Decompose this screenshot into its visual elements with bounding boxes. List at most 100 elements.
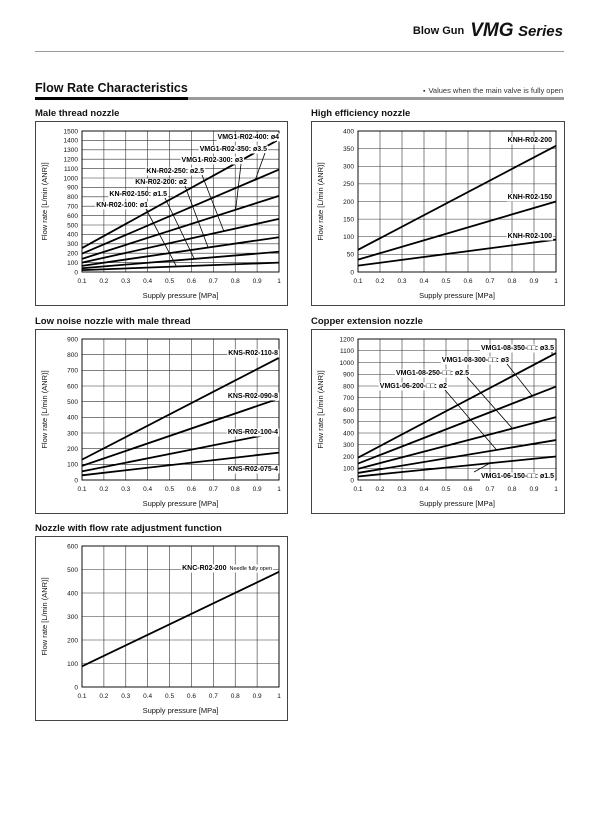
y-tick-label: 400 [67, 590, 78, 597]
series-label: VMG1-06-200-□□: ø2 [380, 383, 447, 390]
y-tick-label: 1000 [340, 360, 355, 367]
y-tick-label: 400 [67, 232, 78, 239]
y-axis-title: Flow rate [L/min (ANR)] [316, 370, 325, 448]
y-tick-label: 350 [343, 146, 354, 153]
x-tick-label: 0.2 [375, 486, 384, 493]
series-label-bg [506, 193, 554, 202]
y-tick-label: 150 [343, 216, 354, 223]
x-axis-title: Supply pressure [MPa] [143, 499, 219, 508]
y-tick-label: 200 [67, 637, 78, 644]
y-axis-title: Flow rate [L/min (ANR)] [40, 370, 49, 448]
section-rule [35, 97, 564, 100]
plot-frame [81, 545, 280, 688]
y-tick-label: 1400 [64, 138, 79, 145]
x-tick-label: 0.5 [441, 278, 450, 285]
label-leader [164, 197, 195, 260]
chart-low-noise: 0.1 0.2 0.3 0.4 0.5 0.6 0.7 0.8 0.9 1 0 100 200 300 40… [40, 336, 281, 508]
series-label-bg [440, 356, 511, 365]
y-tick-label: 700 [67, 204, 78, 211]
x-axis-title: Supply pressure [MPa] [419, 291, 495, 300]
series-label: KN-R02-100: ø1 [96, 202, 148, 209]
plot-frame [357, 338, 557, 481]
x-tick-label: 0.2 [99, 278, 108, 285]
series-label-bg [378, 382, 449, 391]
x-tick-label: 1 [277, 693, 281, 700]
series-line [357, 416, 557, 470]
section-title: Flow Rate Characteristics [35, 81, 188, 95]
series-label-bg [227, 349, 280, 358]
label-leader [274, 140, 278, 143]
y-tick-label: 100 [343, 466, 354, 473]
y-tick-label: 600 [343, 407, 354, 414]
x-axis-title: Supply pressure [MPa] [143, 706, 219, 715]
series-label-bg [216, 133, 281, 142]
x-tick-label: 0.8 [231, 278, 240, 285]
x-tick-label: 0.6 [463, 278, 472, 285]
chart-panel-low-noise: 0.1 0.2 0.3 0.4 0.5 0.6 0.7 0.8 0.9 1 0 100 200 300 40… [35, 329, 288, 514]
label-leader [184, 185, 209, 248]
series-label: KN-R02-200: ø2 [135, 179, 187, 186]
x-tick-label: 0.2 [99, 486, 108, 493]
x-tick-label: 1 [277, 486, 281, 493]
series-label-bg [479, 344, 556, 353]
y-tick-label: 400 [343, 128, 354, 135]
series-label-bg [226, 428, 280, 437]
x-tick-label: 0.4 [419, 486, 428, 493]
x-tick-label: 0.8 [507, 486, 516, 493]
chart-panel-male-thread: 0.1 0.2 0.3 0.4 0.5 0.6 0.7 0.8 0.9 1 0 100 200 300 40… [35, 121, 288, 306]
series-line [81, 195, 280, 260]
x-tick-label: 1 [277, 278, 281, 285]
chart-panel-flow-adjust: 0.1 0.2 0.3 0.4 0.5 0.6 0.7 0.8 0.9 1 0 100 200 300 40… [35, 536, 288, 721]
series-line [81, 168, 280, 255]
note-bullet-icon: ▪ [422, 88, 426, 95]
label-leader [254, 152, 266, 180]
y-tick-label: 0 [350, 477, 354, 484]
series-label: KNS-R02-090-8 [228, 393, 278, 400]
x-tick-label: 0.7 [209, 486, 218, 493]
grid [81, 130, 280, 273]
chart-flow-adjust: 0.1 0.2 0.3 0.4 0.5 0.6 0.7 0.8 0.9 1 0 100 200 300 40… [40, 543, 281, 715]
page-header: Blow Gun VMG Series [413, 20, 563, 42]
x-tick-label: 0.9 [253, 693, 262, 700]
y-tick-label: 600 [67, 213, 78, 220]
y-axis-title: Flow rate [L/min (ANR)] [40, 577, 49, 655]
y-tick-label: 300 [343, 442, 354, 449]
chart-title-copper-extension: Copper extension nozzle [311, 316, 423, 327]
series-label: VMG1-06-150-□□: ø1.5 [481, 473, 554, 480]
y-tick-label: 600 [67, 383, 78, 390]
x-tick-label: 0.9 [253, 486, 262, 493]
x-tick-label: 0.6 [187, 486, 196, 493]
plot-frame [81, 130, 280, 273]
series-line [81, 571, 280, 668]
x-tick-label: 0.9 [529, 278, 538, 285]
x-tick-label: 0.3 [121, 486, 130, 493]
x-tick-label: 0.7 [209, 693, 218, 700]
x-tick-label: 0.1 [77, 486, 86, 493]
x-tick-label: 0.5 [441, 486, 450, 493]
y-tick-label: 1300 [64, 147, 79, 154]
label-leader [201, 174, 225, 232]
chart-panel-copper-extension: 0.1 0.2 0.3 0.4 0.5 0.6 0.7 0.8 0.9 1 0 100 200 300 40… [311, 329, 565, 514]
series-line [357, 238, 557, 267]
y-tick-label: 1100 [64, 166, 78, 173]
series-label: KN-R02-150: ø1.5 [109, 191, 167, 198]
y-tick-label: 500 [67, 567, 78, 574]
y-tick-label: 0 [74, 684, 78, 691]
x-axis-title: Supply pressure [MPa] [419, 499, 495, 508]
y-tick-label: 0 [350, 269, 354, 276]
series-label-bg [198, 145, 269, 154]
series-label: KNS-R02-100-4 [228, 429, 278, 436]
y-tick-label: 900 [343, 372, 354, 379]
x-tick-label: 0.7 [485, 278, 494, 285]
x-tick-label: 0.5 [165, 486, 174, 493]
series-line [81, 236, 280, 267]
y-tick-label: 0 [74, 269, 78, 276]
series-line [357, 385, 557, 465]
series-label: VMG1-R02-300: ø3 [182, 157, 244, 164]
series-label: KN-R02-250: ø2.5 [146, 168, 204, 175]
series-label: KNS-R02-075-4 [228, 466, 278, 473]
x-tick-label: 0.1 [353, 278, 362, 285]
x-tick-label: 0.3 [121, 278, 130, 285]
y-tick-label: 100 [343, 234, 354, 241]
series-label: KNH-R02-100 [508, 233, 552, 240]
